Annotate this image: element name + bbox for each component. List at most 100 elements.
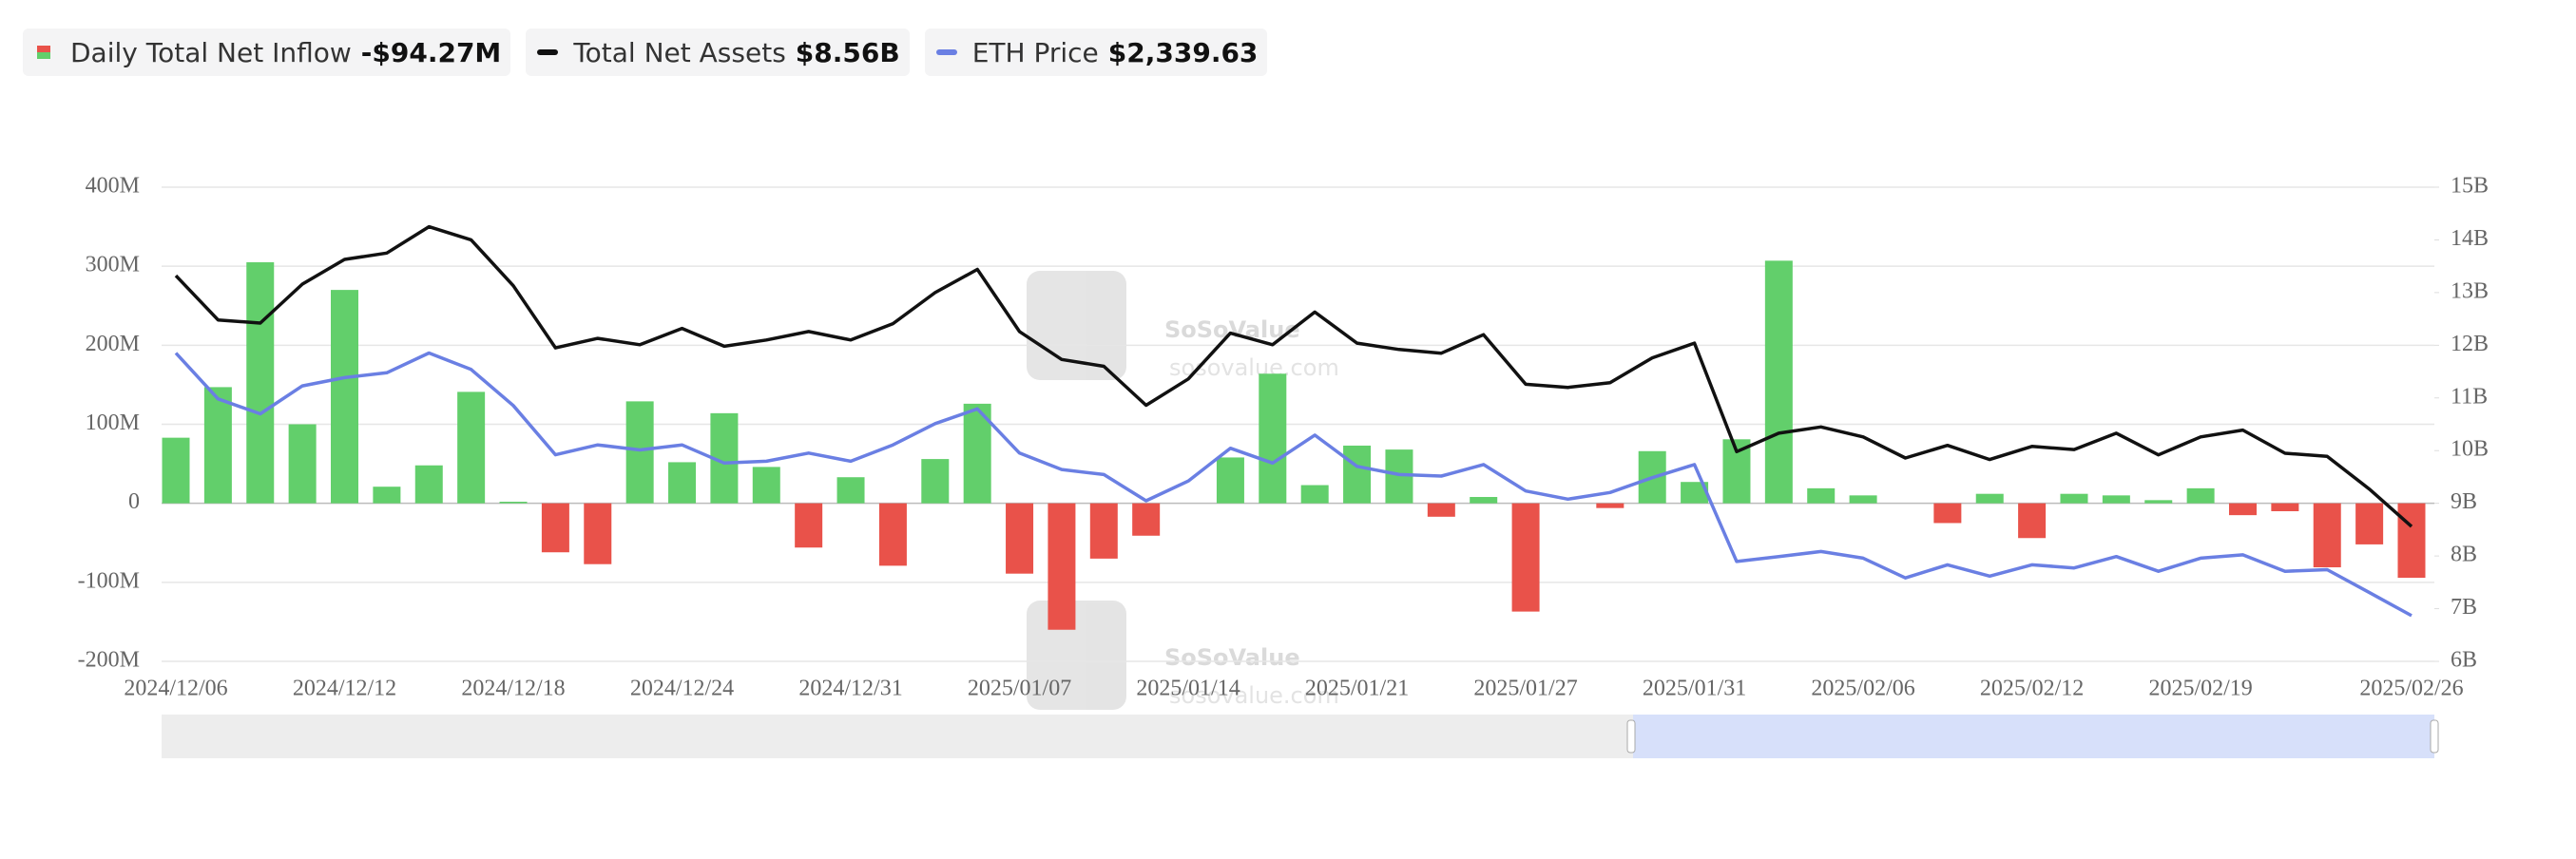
bar	[2355, 503, 2384, 544]
bar	[1470, 497, 1498, 504]
y2-tick-label: 8B	[2451, 543, 2477, 567]
legend-label: ETH Price	[971, 36, 1099, 68]
x-tick-label: 2025/01/27	[1473, 677, 1577, 701]
x-tick-label: 2025/01/21	[1305, 677, 1409, 701]
range-slider[interactable]	[162, 715, 2439, 758]
legend-item[interactable]: Total Net Assets $8.56B	[526, 29, 910, 76]
bar	[1343, 445, 1372, 504]
y2-tick-label: 9B	[2451, 489, 2477, 514]
legend-latest: $2,339.63	[1107, 36, 1259, 68]
x-tick-label: 2024/12/31	[798, 677, 902, 701]
bar	[1216, 457, 1244, 504]
bar	[2102, 495, 2130, 504]
legend-latest: -$94.27M	[360, 36, 502, 68]
watermark-url: sosovalue.com	[1169, 682, 1339, 709]
bar	[1764, 260, 1793, 504]
bar	[921, 459, 950, 504]
bar	[668, 462, 697, 504]
bar	[541, 503, 569, 553]
bar	[1849, 495, 1877, 504]
bar	[2397, 503, 2426, 579]
bar	[2228, 503, 2257, 516]
watermark-text: SoSoValue	[1164, 644, 1300, 671]
bar	[1933, 503, 1962, 524]
bar	[457, 391, 486, 504]
y-tick-label: 200M	[86, 332, 140, 356]
x-tick-label: 2024/12/18	[461, 677, 565, 701]
bar	[2186, 487, 2215, 504]
y2-tick-label: 7B	[2451, 595, 2477, 620]
bar	[203, 387, 232, 504]
y2-tick-label: 14B	[2451, 226, 2489, 251]
legend-label: Daily Total Net Inflow	[70, 36, 352, 68]
legend-item[interactable]: ETH Price $2,339.63	[924, 29, 1268, 76]
x-tick-label: 2025/01/07	[968, 677, 1071, 701]
bar	[246, 262, 275, 504]
bar	[1427, 503, 1455, 517]
bar	[1132, 503, 1161, 536]
y2-tick-label: 6B	[2451, 648, 2477, 673]
bar	[414, 465, 443, 504]
y-tick-label: 400M	[86, 174, 140, 199]
y-tick-label: 0	[128, 489, 140, 514]
y2-tick-label: 12B	[2451, 332, 2489, 356]
x-tick-label: 2024/12/06	[124, 677, 227, 701]
slider-track	[162, 715, 1633, 758]
bar	[1259, 373, 1287, 504]
bar	[1300, 485, 1329, 504]
y-tick-label: 300M	[86, 253, 140, 277]
bar	[2018, 503, 2047, 539]
bar	[1596, 503, 1624, 508]
bar	[795, 503, 823, 548]
bar	[288, 424, 317, 504]
legend-icon	[935, 49, 957, 55]
bar	[836, 477, 865, 504]
bar	[2313, 503, 2341, 568]
y2-tick-label: 10B	[2451, 437, 2489, 462]
bar	[331, 290, 359, 504]
legend-item[interactable]: Daily Total Net Inflow -$94.27M	[23, 29, 511, 76]
slider-selection[interactable]	[1633, 715, 2434, 758]
legend-latest: $8.56B	[795, 36, 900, 68]
bar	[1006, 503, 1034, 574]
slider-handle[interactable]	[1626, 719, 1636, 754]
legend: Daily Total Net Inflow -$94.27M Total Net …	[23, 29, 1268, 76]
bar	[584, 503, 612, 564]
watermark: SoSoValue sosovalue.com SoSoValue sosova…	[1027, 271, 1339, 710]
bar	[1048, 503, 1076, 630]
y2-tick-label: 11B	[2451, 384, 2488, 409]
bar	[499, 502, 528, 504]
bar	[2271, 503, 2299, 511]
y2-tick-label: 13B	[2451, 278, 2489, 303]
bar	[1089, 503, 1118, 559]
bar	[625, 401, 654, 504]
bar	[752, 467, 780, 504]
legend-icon	[537, 49, 559, 55]
legend-label: Total Net Assets	[573, 36, 786, 68]
bar	[162, 437, 190, 504]
watermark-url: sosovalue.com	[1169, 354, 1339, 381]
slider-handle[interactable]	[2430, 719, 2439, 754]
x-tick-label: 2025/02/06	[1811, 677, 1914, 701]
x-tick-label: 2025/02/12	[1980, 677, 2084, 701]
bar	[1681, 482, 1709, 504]
x-tick-label: 2025/01/31	[1643, 677, 1746, 701]
x-tick-label: 2024/12/24	[630, 677, 734, 701]
bar	[2060, 493, 2088, 504]
legend-icon	[37, 46, 50, 59]
bar	[373, 487, 401, 504]
bar	[1807, 487, 1836, 504]
line	[174, 224, 2413, 528]
y-tick-label: -200M	[78, 648, 140, 673]
y-tick-label: -100M	[78, 568, 140, 593]
line	[174, 351, 2413, 618]
watermark-text: SoSoValue	[1164, 316, 1300, 343]
y2-tick-label: 15B	[2451, 174, 2489, 199]
bar	[878, 503, 907, 566]
x-tick-label: 2025/02/26	[2359, 677, 2463, 701]
bar	[2144, 500, 2173, 504]
x-tick-label: 2024/12/12	[293, 677, 396, 701]
bar	[1511, 503, 1540, 612]
